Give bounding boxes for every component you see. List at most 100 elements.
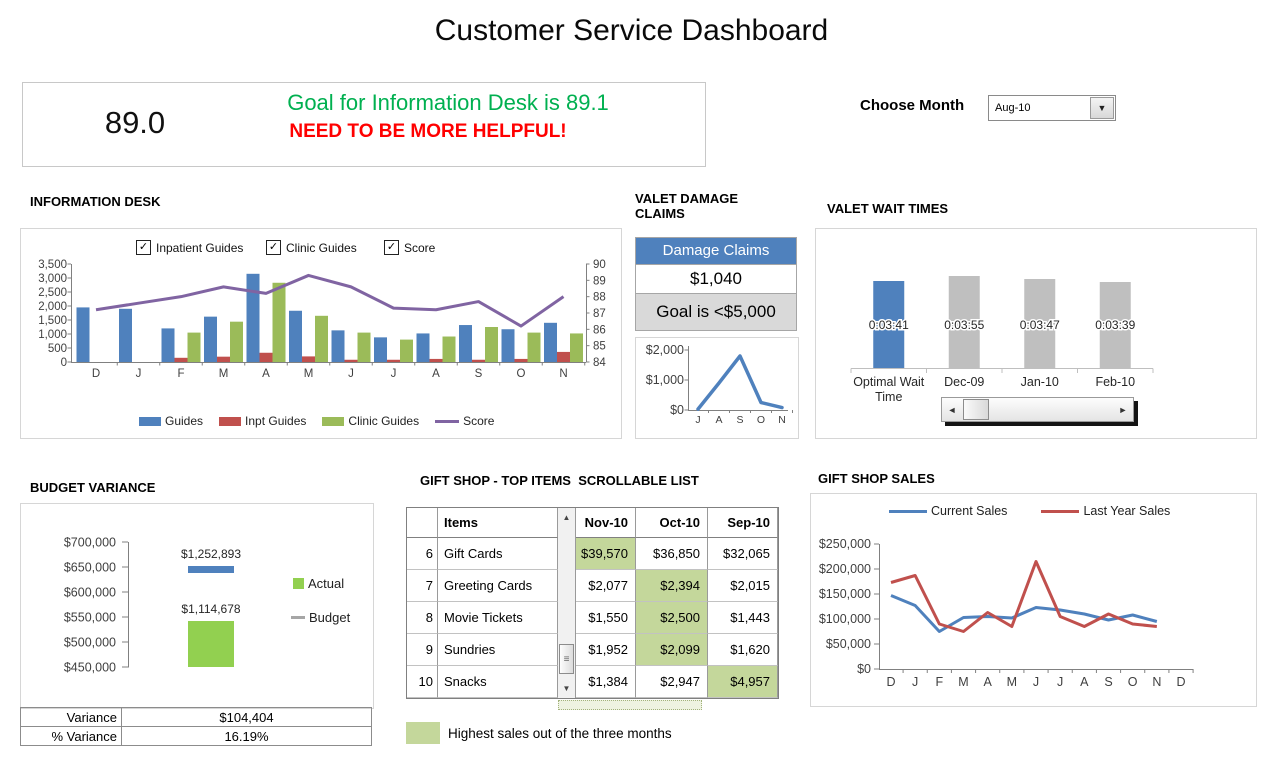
checkbox-checked-icon[interactable]: ✓ — [384, 240, 399, 255]
header-items: Items — [438, 508, 558, 538]
header-row-number — [407, 508, 438, 538]
item-value: $2,500 — [636, 602, 708, 634]
current-sales-line-swatch — [889, 509, 927, 513]
section-title-budget-variance: BUDGET VARIANCE — [30, 480, 156, 495]
row-number: 9 — [407, 634, 438, 666]
svg-text:O: O — [757, 414, 765, 426]
damage-claims-sparkline-panel: $2,000 $1,000 $0 J A S O N — [635, 337, 799, 439]
information-desk-legend: Guides Inpt Guides Clinic Guides Score — [139, 414, 494, 428]
svg-text:0:03:55: 0:03:55 — [944, 318, 984, 332]
budget-variance-panel: $700,000 $650,000 $600,000 $550,000 $500,000… — [20, 503, 374, 709]
month-dropdown[interactable]: Aug-10 ▼ — [988, 95, 1116, 121]
svg-text:Jan-10: Jan-10 — [1021, 375, 1059, 389]
checkbox-score[interactable]: ✓ Score — [384, 240, 435, 255]
budget-dash-swatch — [291, 616, 305, 619]
svg-text:M: M — [219, 368, 229, 380]
scroll-left-icon[interactable]: ◄ — [947, 404, 957, 415]
scrollbar-thumb[interactable]: ≡ — [559, 644, 574, 674]
item-value: $36,850 — [636, 538, 708, 570]
svg-text:90: 90 — [593, 259, 606, 271]
svg-text:M: M — [1007, 675, 1017, 689]
page-title: Customer Service Dashboard — [434, 14, 829, 47]
svg-text:0: 0 — [61, 357, 67, 369]
scroll-right-icon[interactable]: ► — [1118, 404, 1128, 415]
item-name: Snacks — [438, 666, 558, 698]
scrollbar-thumb[interactable] — [963, 399, 989, 420]
item-value: $1,384 — [576, 666, 636, 698]
svg-text:Feb-10: Feb-10 — [1095, 375, 1135, 389]
checkbox-clinic-guides[interactable]: ✓ Clinic Guides — [266, 240, 357, 255]
svg-text:$1,252,893: $1,252,893 — [181, 547, 241, 561]
inpt-guides-swatch — [219, 416, 242, 426]
pct-variance-label: % Variance — [20, 726, 122, 746]
legend-label-actual: Actual — [308, 576, 345, 591]
svg-text:O: O — [517, 368, 526, 380]
budget-variance-chart: $700,000 $650,000 $600,000 $550,000 $500,000… — [64, 536, 241, 675]
svg-text:500: 500 — [48, 343, 67, 355]
checkbox-inpatient-guides[interactable]: ✓ Inpatient Guides — [136, 240, 243, 255]
valet-wait-times-panel: 0:03:41 Optimal Wait Time 0:03:55 Dec-09 0:03… — [815, 228, 1257, 439]
svg-text:N: N — [1152, 675, 1161, 689]
svg-text:$0: $0 — [670, 403, 684, 417]
svg-text:A: A — [983, 675, 992, 689]
svg-text:J: J — [1057, 675, 1063, 689]
svg-text:$150,000: $150,000 — [819, 587, 871, 601]
section-title-valet-damage-claims: VALET DAMAGE CLAIMS — [635, 191, 739, 221]
last-year-sales-line-swatch — [1041, 509, 1080, 513]
checkbox-checked-icon[interactable]: ✓ — [266, 240, 281, 255]
svg-text:0:03:41: 0:03:41 — [869, 318, 909, 332]
item-value: $2,015 — [708, 570, 778, 602]
svg-text:3,000: 3,000 — [38, 273, 67, 285]
item-value: $2,394 — [636, 570, 708, 602]
svg-text:$200,000: $200,000 — [819, 562, 871, 576]
svg-text:86: 86 — [593, 324, 606, 336]
score-line-swatch — [435, 419, 460, 423]
item-value: $39,570 — [576, 538, 636, 570]
header-oct-10: Oct-10 — [636, 508, 708, 538]
svg-text:J: J — [391, 368, 397, 380]
svg-text:$0: $0 — [857, 662, 871, 676]
svg-text:F: F — [177, 368, 184, 380]
checkbox-label: Clinic Guides — [286, 240, 357, 255]
svg-text:J: J — [1033, 675, 1039, 689]
damage-claims-value: $1,040 — [636, 264, 796, 293]
svg-text:$450,000: $450,000 — [64, 661, 116, 675]
section-title-valet-wait-times: VALET WAIT TIMES — [827, 201, 949, 216]
table-row: % Variance 16.19% — [20, 726, 372, 746]
row-number: 7 — [407, 570, 438, 602]
svg-text:D: D — [886, 675, 895, 689]
legend-label-guides: Guides — [165, 414, 204, 428]
item-value: $2,077 — [576, 570, 636, 602]
svg-text:$600,000: $600,000 — [64, 586, 116, 600]
dropdown-arrow-icon[interactable]: ▼ — [1090, 97, 1114, 119]
scroll-down-icon[interactable]: ▼ — [562, 684, 571, 693]
variance-table: Variance $104,404 % Variance 16.19% — [20, 707, 372, 746]
legend-label-clinic-guides: Clinic Guides — [348, 414, 420, 428]
checkbox-checked-icon[interactable]: ✓ — [136, 240, 151, 255]
svg-text:$250,000: $250,000 — [819, 537, 871, 551]
item-name: Greeting Cards — [438, 570, 558, 602]
valet-horizontal-scrollbar[interactable]: ◄ ► — [941, 397, 1134, 422]
gift-table-vertical-scrollbar[interactable]: ▲ ▼ ≡ — [558, 508, 576, 698]
item-name: Gift Cards — [438, 538, 558, 570]
svg-text:F: F — [936, 675, 944, 689]
choose-month-label: Choose Month — [860, 97, 965, 114]
svg-text:89: 89 — [593, 275, 606, 287]
kpi-panel: 89.0 Goal for Information Desk is 89.1 N… — [22, 82, 706, 167]
item-value: $4,957 — [708, 666, 778, 698]
item-value: $1,443 — [708, 602, 778, 634]
gift-shop-items-table: ▲ ▼ ≡ Items Nov-10 Oct-10 Sep-10 6 Gift Cards… — [406, 507, 779, 699]
item-value: $1,952 — [576, 634, 636, 666]
svg-text:2,000: 2,000 — [38, 301, 67, 313]
svg-text:J: J — [695, 414, 700, 426]
gift-shop-sales-panel: Current Sales Last Year Sales $250,000 $2… — [810, 493, 1257, 707]
item-name: Movie Tickets — [438, 602, 558, 634]
guides-swatch — [139, 416, 161, 426]
copied-cell-marquee — [558, 700, 702, 710]
scroll-up-icon[interactable]: ▲ — [562, 513, 571, 522]
svg-text:$50,000: $50,000 — [826, 637, 871, 651]
item-name: Sundries — [438, 634, 558, 666]
svg-text:M: M — [958, 675, 968, 689]
